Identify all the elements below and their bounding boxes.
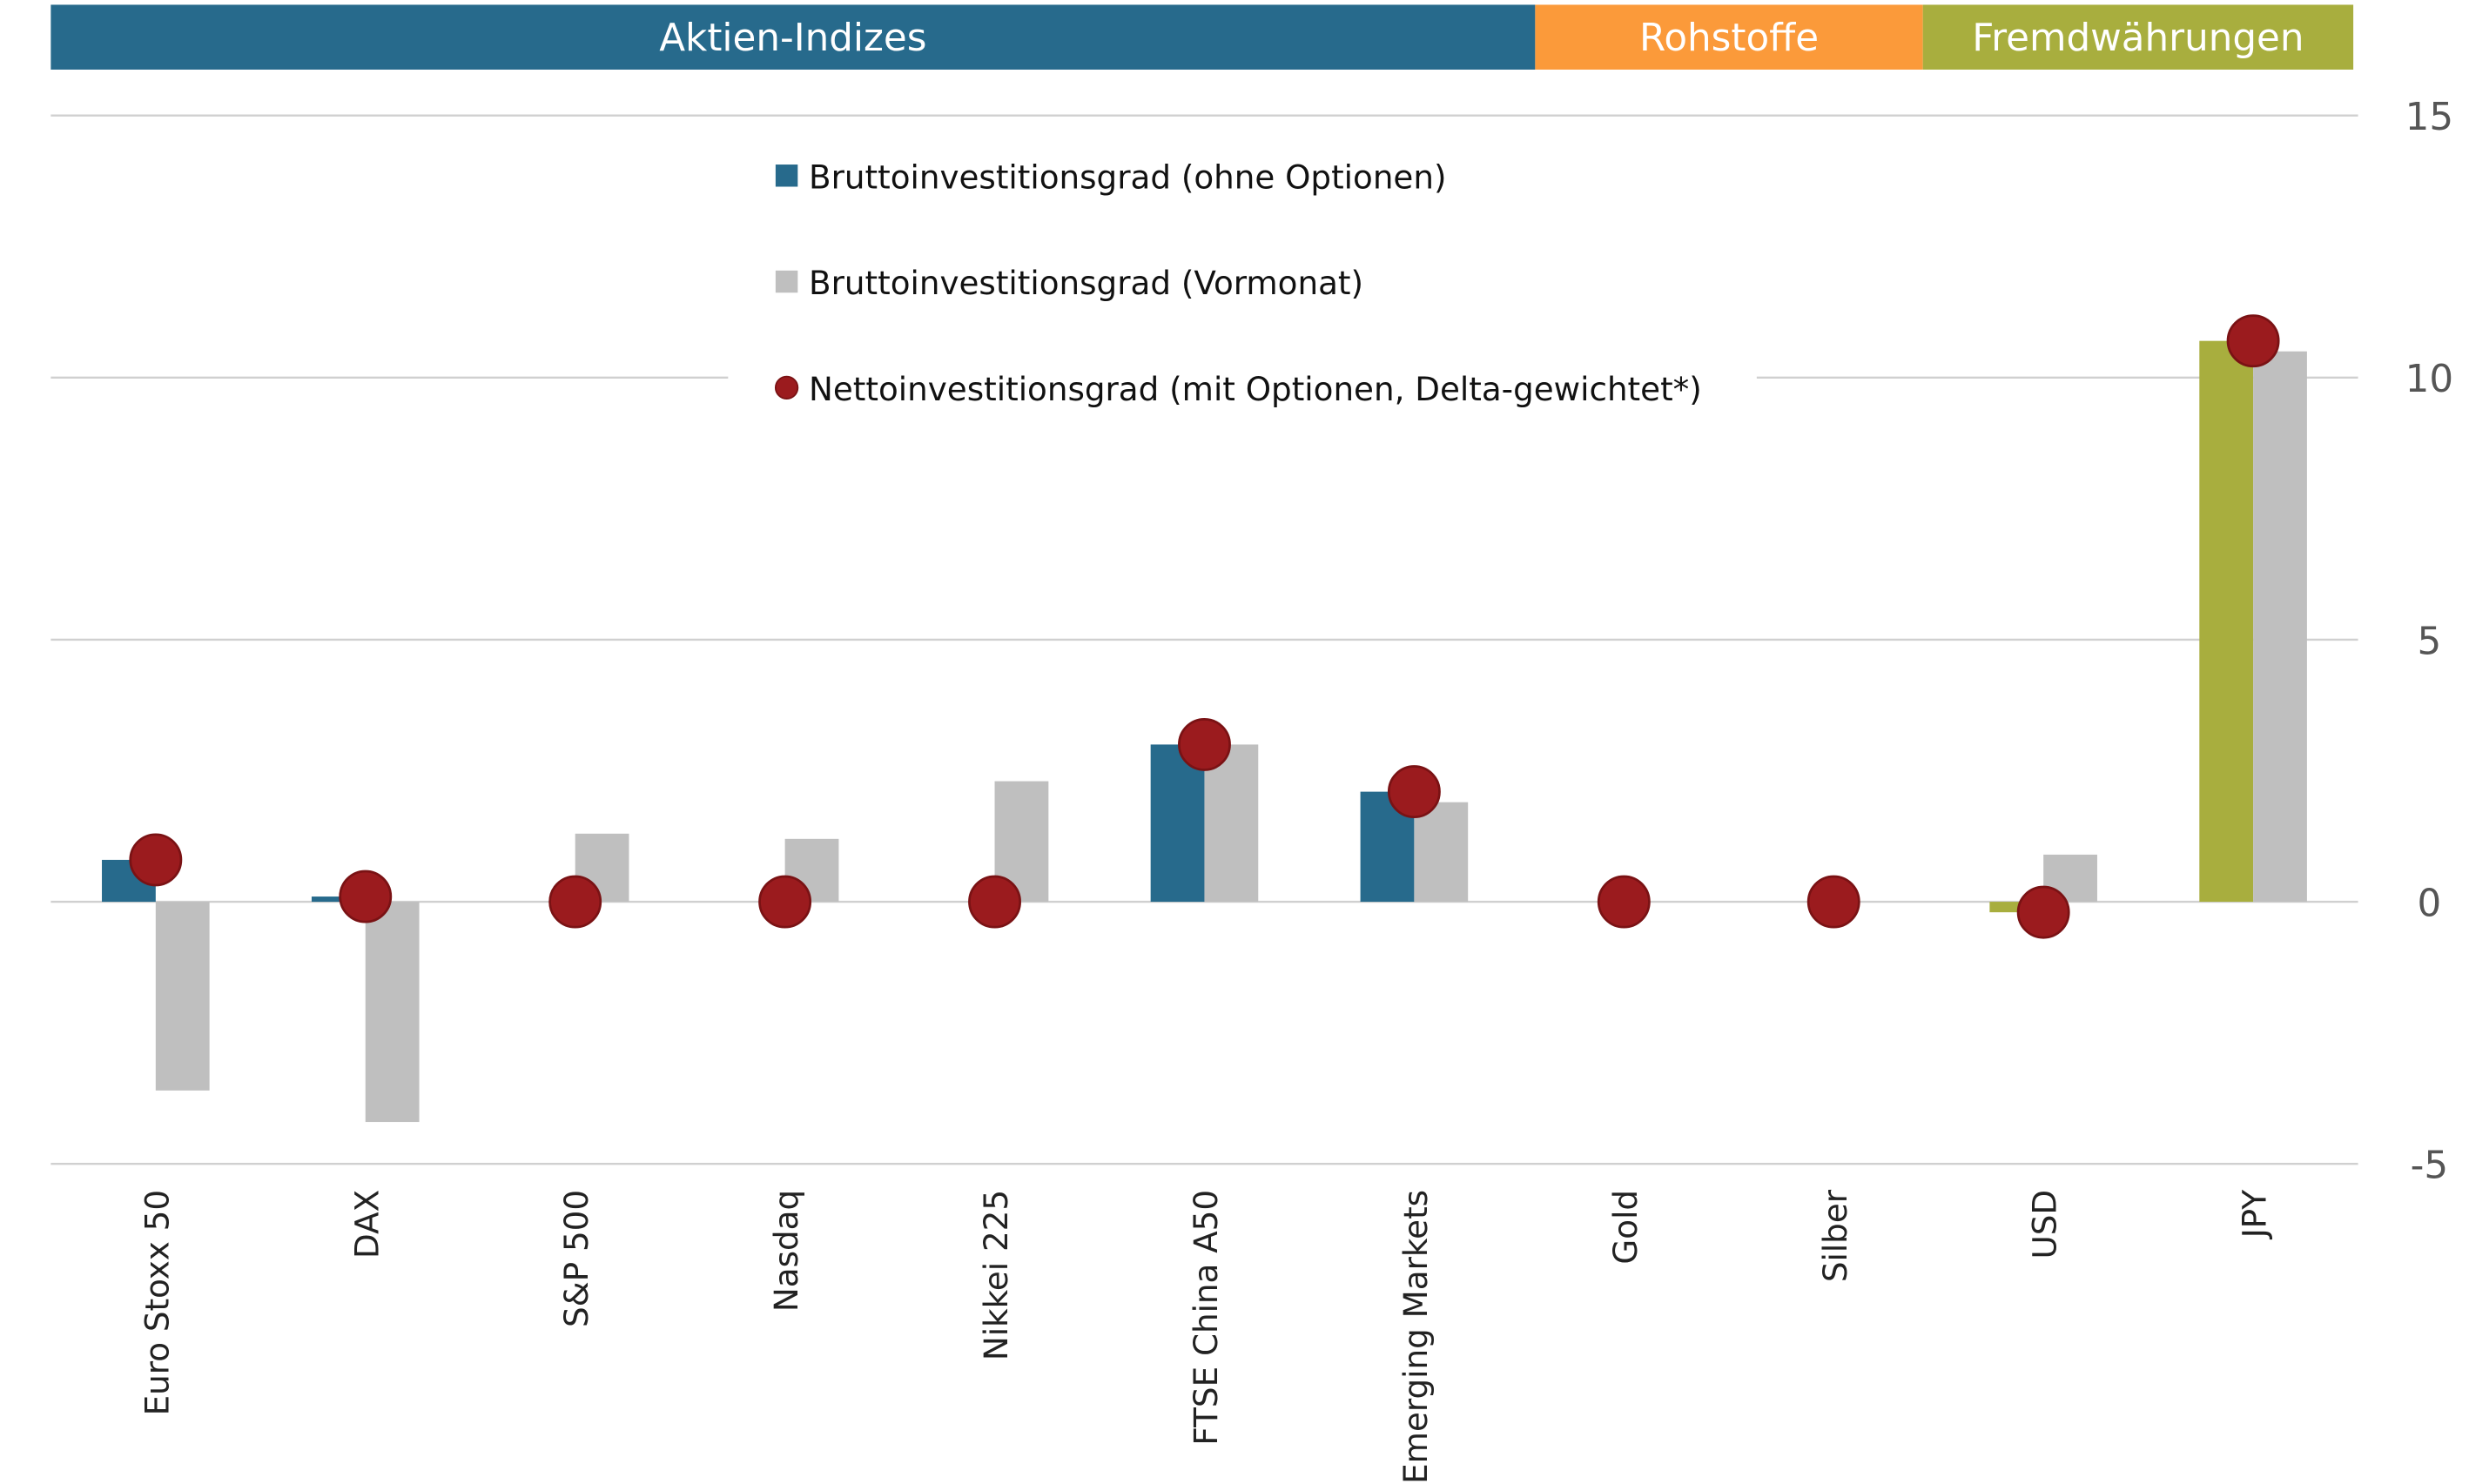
group-label: Rohstoffe [1639, 17, 1819, 60]
x-tick-label: Nasdaq [767, 1190, 805, 1312]
legend-background [728, 138, 1757, 425]
group-header-bands: Aktien-Indizes Rohstoffe Fremdwährungen [50, 4, 2354, 70]
x-tick-label: USD [2026, 1190, 2064, 1259]
marker-netto [1806, 875, 1860, 929]
x-tick-label: Euro Stoxx 50 [138, 1190, 176, 1416]
group-band-1 [1535, 4, 1923, 70]
legend-marker-icon [774, 375, 799, 400]
legend-entry: Bruttoinvestitionsgrad (ohne Optionen) [809, 158, 1446, 196]
marker-netto [1178, 717, 1231, 771]
group-band-2 [1922, 4, 2354, 70]
x-tick-label: Silber [1816, 1189, 1854, 1282]
legend: Bruttoinvestitionsgrad (ohne Optionen) Br… [728, 138, 1757, 425]
group-band-0 [50, 4, 1536, 70]
bar-vormonat [155, 902, 210, 1091]
x-tick-label: DAX [347, 1190, 386, 1259]
x-tick-label: JPY [2236, 1190, 2274, 1240]
marker-netto [1387, 765, 1441, 819]
marker-netto [1597, 875, 1651, 929]
marker-netto [339, 870, 393, 923]
legend-swatch-icon [775, 270, 798, 293]
bar-vormonat [1204, 744, 1259, 903]
y-tick-label: 5 [2417, 620, 2441, 663]
marker-netto [2226, 314, 2280, 368]
bar-vormonat [365, 902, 420, 1123]
bars [102, 340, 2307, 1123]
x-tick-label: Gold [1606, 1190, 1645, 1265]
legend-entry: Nettoinvestitionsgrad (mit Optionen, Del… [809, 370, 1702, 408]
y-axis-ticks: -5 0 5 10 15 [2405, 96, 2454, 1188]
bar-brutto [1150, 744, 1205, 903]
x-tick-label: Nikkei 225 [977, 1190, 1015, 1360]
marker-netto [968, 875, 1021, 929]
y-tick-label: 0 [2417, 882, 2441, 925]
legend-swatch-icon [775, 165, 798, 187]
group-label: Aktien-Indizes [659, 17, 926, 60]
marker-netto [758, 875, 812, 929]
marker-netto [2016, 885, 2070, 939]
legend-entry: Bruttoinvestitionsgrad (Vormonat) [809, 264, 1363, 302]
y-tick-label: 10 [2405, 358, 2454, 401]
y-tick-label: 15 [2405, 96, 2454, 139]
x-tick-label: S&P 500 [557, 1190, 595, 1327]
bar-vormonat [2253, 351, 2307, 903]
marker-netto [548, 875, 602, 929]
marker-netto [129, 833, 183, 887]
x-tick-label: Emerging Markets [1396, 1190, 1435, 1484]
bar-brutto [2199, 340, 2254, 903]
bar-vormonat [1414, 802, 1469, 903]
bar-brutto [311, 896, 366, 903]
group-label: Fremdwährungen [1972, 17, 2304, 60]
markers [129, 314, 2280, 939]
x-tick-label: FTSE China A50 [1187, 1190, 1225, 1446]
y-tick-label: -5 [2411, 1145, 2448, 1188]
x-axis-labels: Euro Stoxx 50 DAX S&P 500 Nasdaq Nikkei 225 F… [138, 1189, 2273, 1484]
